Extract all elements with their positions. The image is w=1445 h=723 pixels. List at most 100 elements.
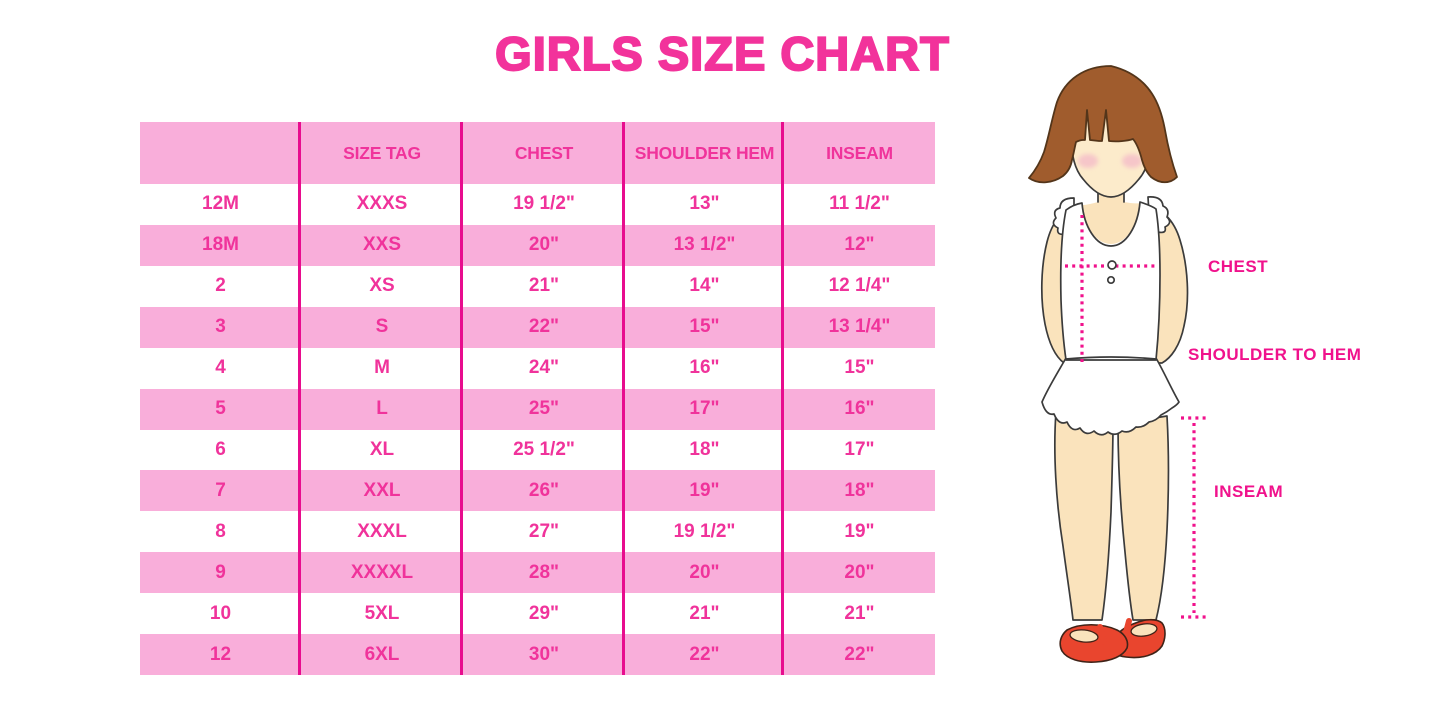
table-row: 5 L 25" 17" 16" (140, 388, 935, 430)
value-cell: 20" (844, 561, 875, 583)
page-title: GIRLS SIZE CHART (494, 26, 950, 81)
value-cell: XXS (362, 234, 402, 256)
value-cell: 16" (844, 398, 875, 420)
chest-label: CHEST (1208, 257, 1268, 276)
skirt (1041, 357, 1180, 436)
value-cell: 21" (689, 602, 720, 624)
shoulder-to-hem-label: SHOULDER TO HEM (1188, 345, 1361, 364)
value-cell: 24" (528, 357, 560, 379)
top-button (1107, 260, 1117, 270)
size-cell: 12 (209, 643, 232, 665)
bottom-button (1106, 275, 1116, 285)
value-cell: 22" (844, 643, 875, 665)
size-cell: 6 (215, 438, 226, 460)
value-cell: 14" (689, 275, 720, 297)
value-cell: 27" (528, 520, 560, 542)
header-cell-size-tag: SIZE TAG (343, 142, 421, 163)
left-blush (1078, 154, 1098, 168)
right-leg (1117, 415, 1170, 621)
value-cell: XS (369, 275, 395, 297)
left-leg (1053, 411, 1114, 621)
table-header-row: SIZE TAG CHEST SHOULDER HEM INSEAM (140, 122, 935, 184)
value-cell: 22" (528, 316, 560, 338)
column-divider (298, 122, 301, 675)
value-cell: 18" (844, 479, 875, 501)
header-cell-inseam: INSEAM (826, 142, 893, 163)
girl-figure-illustration: CHEST SHOULDER TO HEM INSEAM (1028, 65, 1361, 663)
value-cell: 11 1/2" (829, 193, 890, 215)
table-row: 12M XXXS 19 1/2" 13" 11 1/2" (140, 184, 935, 225)
value-cell: 13 1/2" (673, 234, 736, 256)
value-cell: 25" (528, 398, 560, 420)
value-cell: 20" (528, 234, 560, 256)
value-cell: 12 1/4" (828, 275, 891, 297)
value-cell: 21" (528, 275, 560, 297)
value-cell: 12" (844, 234, 875, 256)
table-row: 9 XXXXL 28" 20" 20" (140, 552, 935, 594)
value-cell: 21" (844, 602, 875, 624)
value-cell: 19" (689, 479, 720, 501)
girls-size-table: SIZE TAG CHEST SHOULDER HEM INSEAM 12M XX… (140, 122, 935, 676)
hair (1028, 65, 1178, 184)
value-cell: 5XL (364, 602, 400, 624)
table-body: 12M XXXS 19 1/2" 13" 11 1/2" 18M XXS 20" 13 1/2"… (140, 184, 935, 676)
value-cell: 19 1/2" (513, 193, 575, 215)
table-row: 4 M 24" 16" 15" (140, 347, 935, 389)
table-row: 10 5XL 29" 21" 21" (140, 593, 935, 635)
value-cell: 22" (689, 643, 720, 665)
inseam-label: INSEAM (1214, 482, 1283, 501)
size-cell: 12M (202, 193, 239, 215)
table-row: 6 XL 25 1/2" 18" 17" (140, 429, 935, 471)
waist-seam (1065, 356, 1157, 360)
value-cell: 29" (528, 602, 560, 624)
value-cell: 13" (689, 193, 720, 215)
table-row: 7 XXL 26" 19" 18" (140, 470, 935, 512)
value-cell: 19" (844, 520, 875, 542)
size-cell: 3 (215, 316, 226, 338)
size-cell: 18M (202, 234, 239, 256)
column-divider (460, 122, 463, 675)
table-row: 3 S 22" 15" 13 1/4" (140, 306, 935, 348)
value-cell: 17" (844, 438, 875, 460)
left-shoe (1059, 623, 1129, 663)
value-cell: S (375, 316, 389, 338)
value-cell: M (374, 357, 390, 379)
value-cell: 15" (689, 316, 720, 338)
table-row: 18M XXS 20" 13 1/2" 12" (140, 224, 935, 266)
value-cell: L (376, 398, 388, 420)
table-row: 2 XS 21" 14" 12 1/4" (140, 265, 935, 307)
header-cell-chest: CHEST (514, 142, 574, 163)
value-cell: 16" (689, 357, 720, 379)
value-cell: 6XL (364, 643, 400, 665)
value-cell: XXXL (357, 520, 407, 542)
measurement-figure: CHEST SHOULDER TO HEM INSEAM (1020, 60, 1400, 700)
table-row: 8 XXXL 27" 19 1/2" 19" (140, 511, 935, 553)
value-cell: XL (369, 438, 395, 460)
size-cell: 2 (215, 275, 226, 297)
value-cell: 26" (528, 479, 560, 501)
value-cell: XXXS (356, 193, 408, 215)
size-cell: 7 (215, 479, 226, 501)
value-cell: XXXXL (350, 561, 414, 583)
table-row: 12 6XL 30" 22" 22" (140, 634, 935, 676)
right-blush (1122, 154, 1142, 168)
value-cell: 25 1/2" (513, 438, 575, 460)
header-cell-shoulder-hem: SHOULDER HEM (634, 142, 775, 163)
header-cell-size (140, 122, 301, 184)
value-cell: XXL (363, 479, 401, 501)
value-cell: 13 1/4" (828, 316, 891, 338)
value-cell: 19 1/2" (673, 520, 736, 542)
value-cell: 28" (528, 561, 560, 583)
column-divider (781, 122, 784, 675)
value-cell: 17" (689, 398, 720, 420)
value-cell: 30" (528, 643, 560, 665)
neck (1082, 180, 1140, 244)
value-cell: 20" (689, 561, 720, 583)
value-cell: 18" (689, 438, 720, 460)
size-cell: 8 (215, 520, 226, 542)
column-divider (622, 122, 625, 675)
size-cell: 10 (209, 602, 232, 624)
size-cell: 5 (215, 398, 226, 420)
size-cell: 4 (215, 357, 226, 379)
